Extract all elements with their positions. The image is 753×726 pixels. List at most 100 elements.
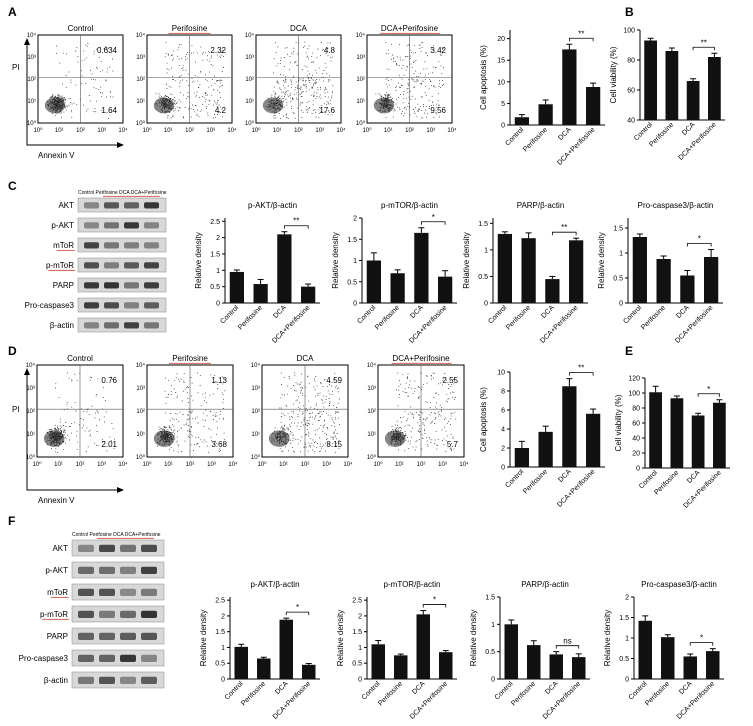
y-tick-label: 10⁴	[356, 32, 366, 39]
y-tick-label: 10²	[136, 409, 145, 415]
significance-bracket	[686, 243, 712, 247]
y-tick-label: 0.5	[478, 274, 488, 281]
y-tick-label: 2.5	[352, 598, 362, 605]
wb-membrane	[77, 317, 167, 333]
bar	[514, 448, 529, 467]
significance-bracket	[285, 611, 310, 616]
y-axis-label: Relative density	[199, 610, 208, 666]
wb-lane-header: Control Perifosine DCA DCA+Perifosine	[72, 532, 161, 538]
wb-band	[141, 676, 157, 684]
y-tick-label: 0	[491, 677, 495, 684]
wb-band	[104, 282, 119, 289]
arrow-head-up	[24, 368, 30, 375]
wb-membrane	[71, 649, 165, 667]
wb-band	[104, 222, 119, 229]
significance-label: **	[293, 217, 299, 226]
category-label: Perifosine	[505, 304, 532, 331]
bar	[390, 273, 405, 303]
y-tick-label: 10²	[356, 77, 365, 83]
category-label: DCA+Perifosine	[682, 469, 722, 509]
wb-band	[84, 202, 99, 209]
panel-letter-d: D	[8, 344, 17, 358]
significance-bracket	[422, 604, 447, 608]
wb-band	[104, 242, 119, 249]
wb-band	[104, 322, 119, 329]
y-tick-label: 10³	[367, 386, 376, 392]
x-tick-label: 10³	[322, 462, 331, 468]
chart-title: PARP/β-actin	[517, 201, 565, 210]
bar	[706, 651, 720, 679]
y-tick-label: 0	[501, 123, 505, 130]
y-tick-label: 1	[353, 258, 357, 265]
significance-label: *	[698, 235, 701, 244]
category-label: DCA	[274, 680, 290, 696]
wb-band	[78, 654, 94, 662]
spellcheck-underline	[168, 362, 212, 365]
wb-band	[104, 302, 119, 309]
quadrant-ur-value: 4.8	[324, 46, 336, 55]
bar-chart-F_procasp: 0 0.5 1 1.5 2 Relative density Pro-caspase3/β-…	[603, 580, 724, 721]
significance-bracket	[692, 46, 715, 51]
bar	[521, 238, 536, 303]
significance-bracket	[555, 645, 580, 649]
chart-title: Pro-caspase3/β-actin	[638, 201, 714, 210]
wb-lane-header: Control Perifosine DCA DCA+Perifosine	[78, 190, 167, 196]
y-tick-label: 1.5	[352, 629, 362, 636]
y-tick-label: 4	[501, 427, 505, 434]
flow-plot-title: Control	[68, 24, 94, 33]
x-tick-label: 10⁰	[362, 127, 372, 134]
y-tick-label: 10⁰	[27, 120, 37, 127]
bar	[680, 275, 695, 303]
category-label: DCA	[544, 680, 560, 696]
category-label: Perifosine	[640, 304, 667, 331]
y-tick-label: 0	[216, 301, 220, 308]
y-tick-label: 10¹	[136, 99, 145, 105]
y-axis-label: Relative density	[469, 610, 478, 666]
significance-label: *	[432, 213, 435, 222]
wb-band	[104, 262, 119, 269]
y-axis-label: Relative density	[603, 610, 612, 666]
western-blot-c: Control Perifosine DCA DCA+Perifosine AKT…	[25, 190, 167, 333]
wb-band	[141, 632, 157, 640]
y-axis-label: Relative density	[462, 232, 471, 288]
x-tick-label: 10³	[207, 462, 216, 468]
category-label: Control	[638, 469, 659, 490]
wb-band	[124, 222, 139, 229]
y-axis-label: Relative density	[336, 610, 345, 666]
x-tick-label: 10³	[315, 128, 324, 134]
wb-band	[141, 566, 157, 574]
y-tick-label: 0.5	[352, 661, 362, 668]
category-label: DCA	[681, 121, 697, 137]
wb-row-label: AKT	[52, 544, 68, 553]
bar	[661, 637, 675, 679]
flow-plot-title: Perifosine	[172, 354, 208, 363]
quadrant-lr-value: 4.2	[215, 106, 227, 115]
category-label: Control	[361, 680, 382, 701]
bar	[366, 260, 381, 303]
y-tick-label: 10¹	[27, 99, 36, 105]
x-tick-label: 10⁴	[336, 127, 346, 134]
quadrant-lr-value: 1.64	[101, 106, 117, 115]
wb-band	[84, 262, 99, 269]
y-tick-label: 10⁴	[136, 32, 146, 39]
y-tick-label: 120	[628, 376, 640, 383]
y-tick-label: 0.5	[619, 656, 629, 663]
bar	[670, 398, 684, 468]
quadrant-lr-value: 9.56	[430, 106, 446, 115]
wb-band	[124, 202, 139, 209]
y-tick-label: 0.5	[347, 279, 357, 286]
bar	[279, 619, 293, 679]
flow-plot-title: DCA	[297, 354, 315, 363]
wb-band	[99, 610, 115, 618]
y-tick-label: 20	[497, 36, 505, 43]
wb-row-label: AKT	[58, 201, 74, 210]
bar	[713, 402, 726, 468]
y-tick-label: 2.5	[210, 219, 220, 226]
wb-membrane	[71, 583, 165, 601]
